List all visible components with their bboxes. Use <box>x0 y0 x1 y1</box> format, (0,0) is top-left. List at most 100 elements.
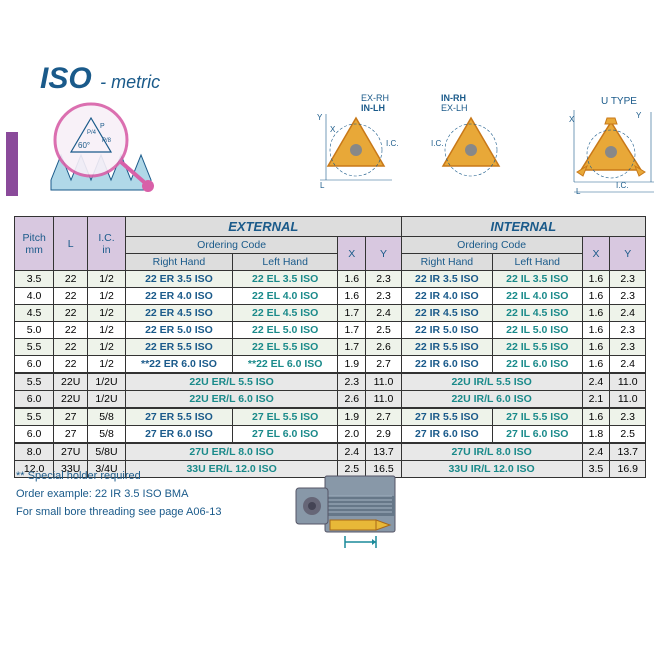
table-cell: 2.4 <box>610 305 646 322</box>
svg-text:L: L <box>576 187 581 196</box>
svg-text:X: X <box>330 125 336 134</box>
table-cell: 2.5 <box>366 322 401 339</box>
table-row: 6.0275/827 ER 6.0 ISO27 EL 6.0 ISO2.02.9… <box>15 426 646 444</box>
table-row: 6.022U1/2U22U ER/L 6.0 ISO2.611.022U IR/… <box>15 391 646 409</box>
table-cell: 11.0 <box>610 391 646 409</box>
table-row: 6.0221/2**22 ER 6.0 ISO**22 EL 6.0 ISO1.… <box>15 356 646 374</box>
table-cell: 11.0 <box>366 373 401 391</box>
table-row: 8.027U5/8U27U ER/L 8.0 ISO2.413.727U IR/… <box>15 443 646 461</box>
table-cell: 22 <box>54 288 88 305</box>
table-cell: 2.3 <box>610 408 646 426</box>
table-cell: 5.5 <box>15 339 54 356</box>
table-row: 5.522U1/2U22U ER/L 5.5 ISO2.311.022U IR/… <box>15 373 646 391</box>
table-cell: 1.9 <box>338 408 366 426</box>
spec-table-container: Pitchmm L I.C.in EXTERNAL INTERNAL Order… <box>14 216 646 478</box>
table-cell: 22 IL 6.0 ISO <box>493 356 583 374</box>
table-cell: 1.6 <box>582 305 610 322</box>
hdr-internal: INTERNAL <box>401 217 645 237</box>
thread-magnifier-diagram: 60° P P/4 P/8 <box>36 90 186 205</box>
hdr-int-ordering: Ordering Code <box>401 237 582 254</box>
svg-text:I.C.: I.C. <box>386 139 398 148</box>
table-cell: 1/2 <box>88 322 126 339</box>
table-cell: 11.0 <box>366 391 401 409</box>
table-cell: 2.3 <box>366 288 401 305</box>
table-cell: 2.7 <box>366 356 401 374</box>
table-cell: 1.6 <box>582 288 610 305</box>
table-cell: 2.3 <box>610 288 646 305</box>
table-cell: 3.5 <box>582 461 610 478</box>
table-row: 5.0221/222 ER 5.0 ISO22 EL 5.0 ISO1.72.5… <box>15 322 646 339</box>
hdr-int-x: X <box>582 237 610 271</box>
side-accent-bar <box>6 132 18 196</box>
small-bore-illustration <box>290 470 420 550</box>
table-cell: 22 EL 5.5 ISO <box>232 339 337 356</box>
table-cell: 22 ER 4.5 ISO <box>125 305 232 322</box>
table-cell: 1.6 <box>582 322 610 339</box>
table-cell: 1/2U <box>88 391 126 409</box>
table-cell: 4.5 <box>15 305 54 322</box>
table-cell: 4.0 <box>15 288 54 305</box>
table-cell: 1.6 <box>582 271 610 288</box>
table-cell: 1/2 <box>88 305 126 322</box>
hdr-int-rh: Right Hand <box>401 254 492 271</box>
table-cell: 2.6 <box>366 339 401 356</box>
table-cell: 2.4 <box>366 305 401 322</box>
table-cell: 1/2 <box>88 356 126 374</box>
hdr-external: EXTERNAL <box>125 217 401 237</box>
table-cell: 22 IR 6.0 ISO <box>401 356 492 374</box>
table-cell: 1.6 <box>338 288 366 305</box>
table-cell: 1.7 <box>338 339 366 356</box>
table-cell: 1.6 <box>582 408 610 426</box>
table-cell: 5.5 <box>15 408 54 426</box>
footnote-smallbore: For small bore threading see page A06-13 <box>16 506 221 518</box>
table-cell: 27 <box>54 426 88 444</box>
svg-text:P: P <box>100 123 105 130</box>
table-cell: 2.9 <box>366 426 401 444</box>
svg-text:I.C.: I.C. <box>616 181 628 190</box>
table-cell: 27 IR 5.5 ISO <box>401 408 492 426</box>
table-cell: 22 IR 4.0 ISO <box>401 288 492 305</box>
table-cell: 2.3 <box>610 322 646 339</box>
spec-table: Pitchmm L I.C.in EXTERNAL INTERNAL Order… <box>14 216 646 478</box>
table-row: 3.5221/222 ER 3.5 ISO22 EL 3.5 ISO1.62.3… <box>15 271 646 288</box>
svg-text:P/4: P/4 <box>87 130 97 136</box>
table-cell: 1/2 <box>88 271 126 288</box>
table-cell: 22U ER/L 5.5 ISO <box>125 373 337 391</box>
table-cell: 1.8 <box>582 426 610 444</box>
table-cell: 3.5 <box>15 271 54 288</box>
table-cell: 22 IL 4.0 ISO <box>493 288 583 305</box>
diagram-row: 60° P P/4 P/8 EX-RH IN-LH IN-RH EX-LH U … <box>36 90 636 205</box>
table-cell: 22 IL 5.0 ISO <box>493 322 583 339</box>
table-cell: 2.7 <box>366 408 401 426</box>
svg-text:P/8: P/8 <box>102 138 112 144</box>
table-cell: 27 EL 6.0 ISO <box>232 426 337 444</box>
table-cell: 2.5 <box>610 426 646 444</box>
table-cell: 27 IL 6.0 ISO <box>493 426 583 444</box>
label-exrh: EX-RH <box>361 93 389 103</box>
table-cell: 1/2 <box>88 288 126 305</box>
table-row: 5.5221/222 ER 5.5 ISO22 EL 5.5 ISO1.72.6… <box>15 339 646 356</box>
table-cell: 22 IL 3.5 ISO <box>493 271 583 288</box>
footnote-special: ** Special holder required <box>16 470 221 482</box>
table-cell: 2.4 <box>338 443 366 461</box>
table-cell: 22 ER 4.0 ISO <box>125 288 232 305</box>
table-row: 5.5275/827 ER 5.5 ISO27 EL 5.5 ISO1.92.7… <box>15 408 646 426</box>
table-cell: 2.6 <box>338 391 366 409</box>
table-cell: 22 <box>54 356 88 374</box>
table-cell: 1.9 <box>338 356 366 374</box>
table-header: Pitchmm L I.C.in EXTERNAL INTERNAL Order… <box>15 217 646 271</box>
insert-diagrams: EX-RH IN-LH IN-RH EX-LH U TYPE Y X I.C. … <box>296 90 659 205</box>
hdr-ext-y: Y <box>366 237 401 271</box>
table-cell: 13.7 <box>610 443 646 461</box>
svg-text:L: L <box>320 181 325 190</box>
table-cell: 1.6 <box>338 271 366 288</box>
table-cell: 22U IR/L 5.5 ISO <box>401 373 582 391</box>
table-cell: 22 IL 4.5 ISO <box>493 305 583 322</box>
table-cell: 22 IR 5.5 ISO <box>401 339 492 356</box>
table-cell: 22 IR 3.5 ISO <box>401 271 492 288</box>
table-cell: 8.0 <box>15 443 54 461</box>
svg-text:I.C.: I.C. <box>431 139 443 148</box>
label-inrh: IN-RH <box>441 93 466 103</box>
table-cell: 2.3 <box>366 271 401 288</box>
table-cell: 5/8 <box>88 408 126 426</box>
